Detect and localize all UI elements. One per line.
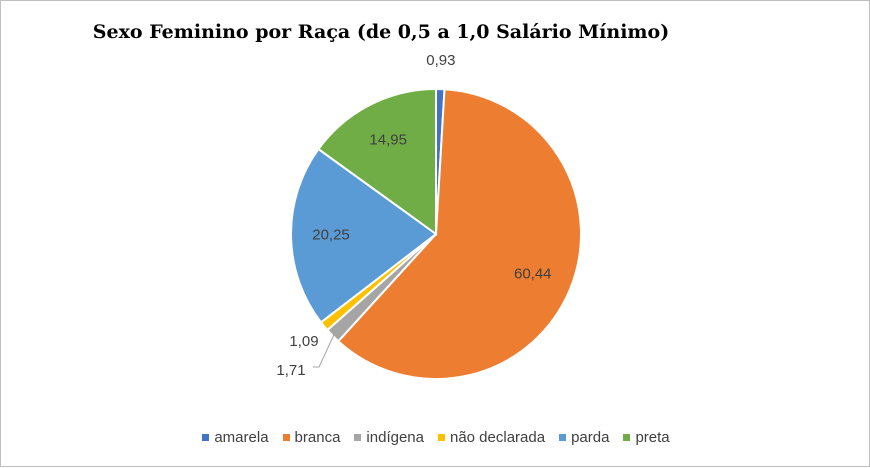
- legend-label-preta: preta: [635, 429, 670, 446]
- legend-swatch-nao-declarada: [437, 434, 445, 441]
- leader-line-indigena: [313, 334, 335, 368]
- legend-label-branca: branca: [294, 429, 341, 446]
- legend-swatch-preta: [623, 434, 631, 441]
- pie-slice-parda: [290, 147, 438, 324]
- chart-legend: amarela branca indígena não declarada parda p…: [1, 429, 870, 446]
- data-label-preta: 14,95: [369, 131, 407, 148]
- legend-item-branca: branca: [282, 429, 341, 446]
- legend-item-amarela: amarela: [202, 429, 269, 446]
- legend-item-preta: preta: [623, 429, 670, 446]
- legend-label-amarela: amarela: [214, 429, 269, 446]
- legend-swatch-indigena: [354, 434, 362, 441]
- chart-title: Sexo Feminino por Raça (de 0,5 a 1,0 Sal…: [92, 21, 670, 43]
- pie-slice-preta: [317, 87, 437, 236]
- legend-label-nao-declarada: não declarada: [449, 429, 546, 446]
- data-label-parda: 20,25: [312, 227, 350, 244]
- legend-swatch-parda: [559, 434, 567, 441]
- legend-item-indigena: indígena: [354, 429, 424, 446]
- data-label-branca: 60,44: [514, 266, 552, 283]
- legend-item-parda: parda: [559, 429, 609, 446]
- data-label-nao-declarada: 1,09: [289, 333, 318, 350]
- pie-slice-branca: [336, 88, 582, 380]
- legend-label-parda: parda: [571, 429, 610, 446]
- legend-label-indigena: indígena: [366, 429, 424, 446]
- legend-swatch-branca: [282, 434, 290, 441]
- legend-item-nao-declarada: não declarada: [437, 429, 546, 446]
- data-label-amarela: 0,93: [426, 52, 455, 69]
- legend-swatch-amarela: [202, 434, 210, 441]
- data-label-indigena: 1,71: [276, 362, 305, 379]
